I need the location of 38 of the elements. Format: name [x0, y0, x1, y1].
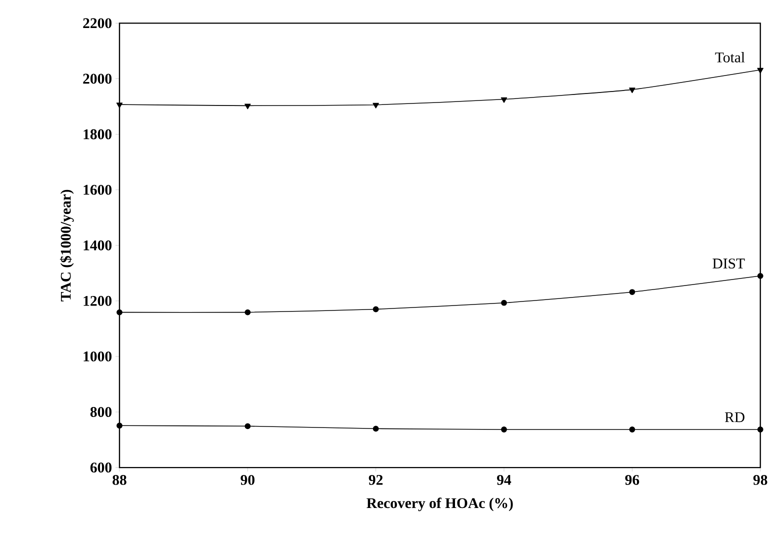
point: [244, 104, 251, 110]
point: [629, 88, 636, 94]
y-tick-label: 1400: [84, 240, 112, 250]
point: [244, 423, 251, 430]
y-tick-label: 800: [90, 407, 112, 417]
point: [757, 68, 764, 74]
point: [629, 426, 636, 432]
y-tick-label: 1800: [84, 129, 112, 140]
x-tick-label: 98: [753, 474, 768, 485]
y-tick-label: 1200: [84, 296, 112, 306]
point: [501, 426, 507, 432]
point: [244, 309, 251, 316]
series-label: Total: [715, 52, 745, 62]
y-tick-label: 1600: [84, 184, 112, 195]
point: [116, 309, 122, 316]
y-tick-label: 1000: [84, 351, 112, 362]
point: [501, 300, 507, 306]
x-tick-label: 94: [497, 474, 512, 485]
x-tick-label: 90: [240, 474, 254, 485]
point: [372, 426, 379, 432]
x-tick-label: 92: [368, 474, 383, 485]
point: [116, 102, 123, 108]
y-tick-label: 2200: [83, 18, 112, 28]
y-axis-title: TAC ($1000/year): [60, 190, 74, 302]
series-label: RD: [724, 412, 744, 422]
x-axis-title: Recovery of HOAc (%): [366, 498, 513, 512]
point: [629, 289, 636, 295]
point: [757, 272, 764, 279]
point: [372, 306, 379, 312]
point: [500, 97, 508, 103]
y-tick-label: 2000: [83, 74, 112, 84]
point: [116, 422, 122, 429]
point: [757, 426, 764, 432]
x-tick-label: 96: [625, 474, 640, 485]
point: [372, 102, 379, 108]
y-tick-label: 600: [90, 462, 112, 473]
x-tick-label: 88: [112, 474, 126, 485]
series-label: DIST: [712, 258, 745, 268]
